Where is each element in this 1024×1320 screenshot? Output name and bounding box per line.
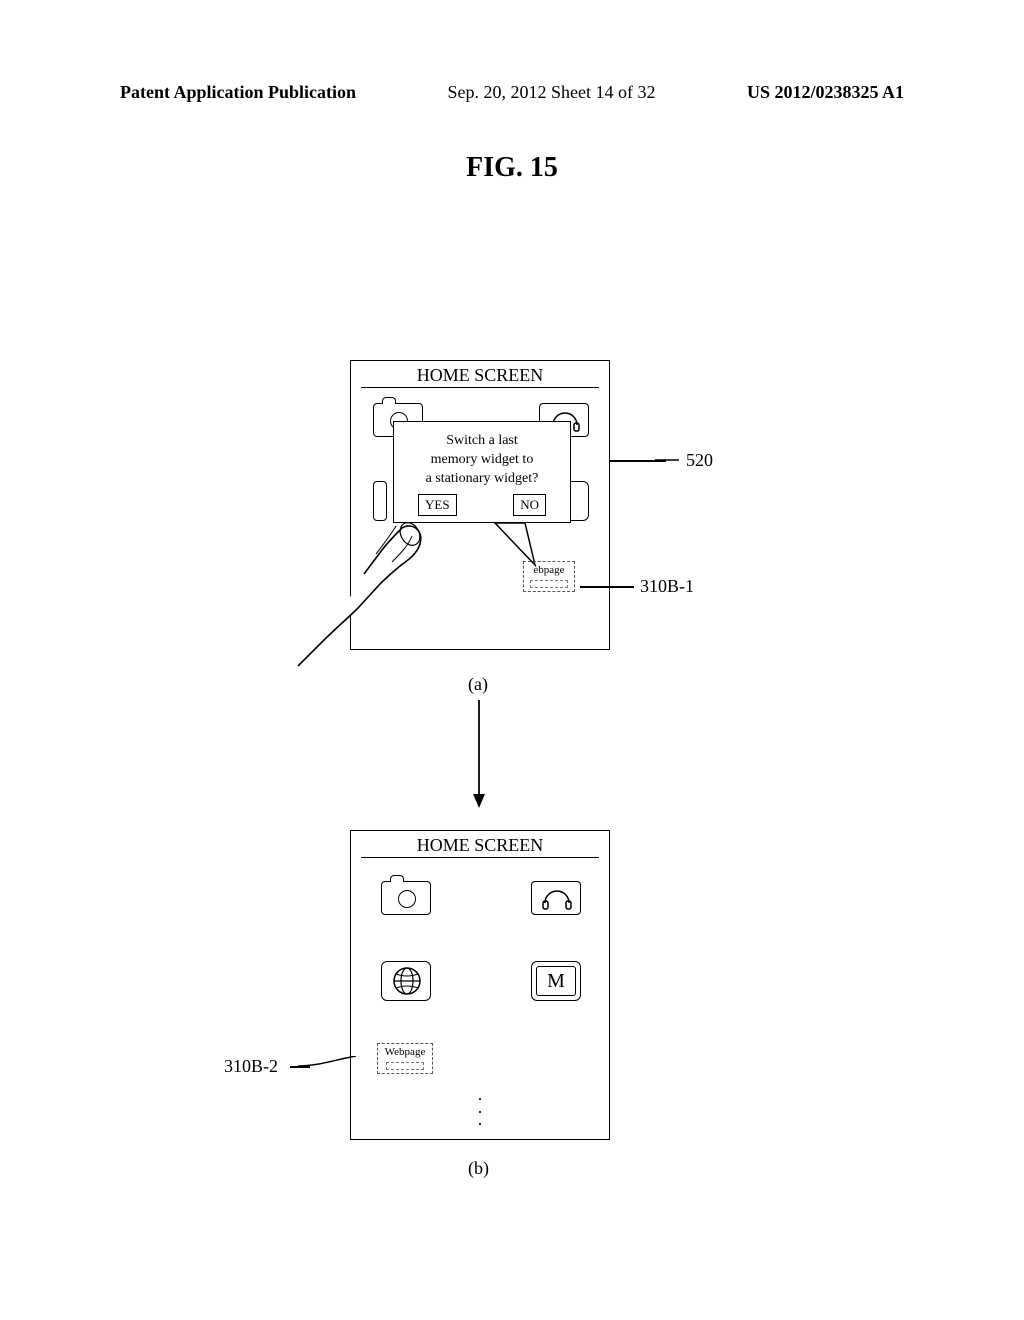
panel-a-title: HOME SCREEN xyxy=(351,365,609,387)
callout-310b2-label: 310B-2 xyxy=(224,1056,278,1077)
webpage-widget-a-bar xyxy=(530,580,568,588)
panel-a-label: (a) xyxy=(468,674,488,695)
callout-520-label: 520 xyxy=(686,450,713,471)
panel-b-title: HOME SCREEN xyxy=(351,835,609,857)
webpage-widget-b: Webpage xyxy=(377,1043,433,1074)
confirm-dialog: Switch a last memory widget to a station… xyxy=(393,421,571,523)
webpage-widget-a-label: ebpage xyxy=(524,564,574,576)
dialog-text-line2: memory widget to xyxy=(406,451,558,470)
header-middle: Sep. 20, 2012 Sheet 14 of 32 xyxy=(448,82,656,103)
figure-title: FIG. 15 xyxy=(0,152,1024,184)
finger-icon xyxy=(296,510,436,670)
callout-310b2-line xyxy=(290,1066,310,1068)
dialog-text-line1: Switch a last xyxy=(406,432,558,451)
webpage-widget-b-bar xyxy=(386,1062,424,1070)
webpage-widget-b-label: Webpage xyxy=(378,1046,432,1058)
header-right: US 2012/0238325 A1 xyxy=(747,82,904,103)
globe-icon-b xyxy=(381,961,431,1001)
no-button[interactable]: NO xyxy=(513,494,546,516)
webpage-widget-a: ebpage xyxy=(523,561,575,592)
flow-arrow xyxy=(478,700,480,790)
m-icon-b-letter: M xyxy=(536,966,576,996)
callout-520-line xyxy=(610,460,658,462)
panel-b-label: (b) xyxy=(468,1158,489,1179)
vertical-dots: ··· xyxy=(477,1093,483,1131)
callout-310b1-line xyxy=(580,586,634,588)
panel-b-phone-frame: HOME SCREEN M Webpage ··· xyxy=(350,830,610,1140)
panel-a-title-divider xyxy=(361,387,599,388)
camera-icon-b xyxy=(381,881,431,915)
dialog-text-line3: a stationary widget? xyxy=(406,470,558,489)
header-left: Patent Application Publication xyxy=(120,82,356,103)
callout-310b1-label: 310B-1 xyxy=(640,576,694,597)
headphone-icon-b xyxy=(531,881,581,915)
panel-b-title-divider xyxy=(361,857,599,858)
page-header: Patent Application Publication Sep. 20, … xyxy=(120,82,904,103)
m-icon-b: M xyxy=(531,961,581,1001)
